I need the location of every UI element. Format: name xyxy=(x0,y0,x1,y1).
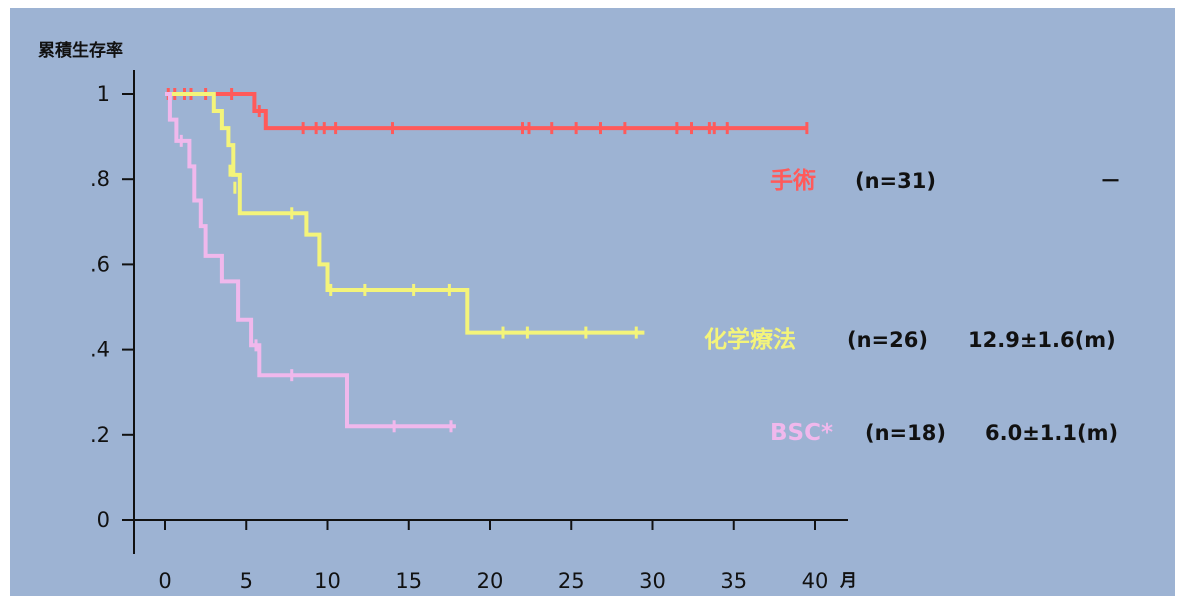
series-2 xyxy=(165,92,456,433)
x-tick-label: 40 xyxy=(802,569,829,593)
x-tick-label: 0 xyxy=(158,569,171,593)
legend-n-surgery: (n=31) xyxy=(855,169,936,193)
series-layer xyxy=(165,88,809,433)
ticks: 0 5 10 15 20 25 30 35 40 0 .2 .4 .6 .8 1 xyxy=(90,82,828,593)
chart-frame: 累積生存率 月 0 5 10 15 20 25 30 35 40 0 .2 .4 .6 .8 1 手術 (n… xyxy=(10,8,1175,596)
x-tick-label: 15 xyxy=(395,569,422,593)
survival-curve xyxy=(165,92,456,429)
legend-n-bsc: (n=18) xyxy=(865,421,946,445)
x-tick-label: 20 xyxy=(477,569,504,593)
legend-label-chemo: 化学療法 xyxy=(704,326,796,353)
y-tick-label: .6 xyxy=(90,252,110,276)
series-1 xyxy=(165,92,645,339)
legend-item-surgery: 手術 (n=31) － xyxy=(770,167,1121,194)
x-tick-label: 5 xyxy=(240,569,253,593)
y-tick-label: 1 xyxy=(97,82,110,106)
x-tick-label: 30 xyxy=(639,569,666,593)
y-tick-label: .8 xyxy=(90,167,110,191)
series-0 xyxy=(165,88,809,135)
legend-median-surgery: － xyxy=(1100,169,1121,193)
x-tick-label: 35 xyxy=(720,569,747,593)
legend: 手術 (n=31) － 化学療法 (n=26) 12.9±1.6(m) BSC*… xyxy=(704,167,1121,446)
legend-label-bsc: BSC* xyxy=(770,420,833,446)
legend-item-bsc: BSC* (n=18) 6.0±1.1(m) xyxy=(770,420,1118,446)
y-tick-label: .4 xyxy=(90,338,110,362)
legend-median-chemo: 12.9±1.6(m) xyxy=(968,328,1116,352)
legend-n-chemo: (n=26) xyxy=(847,328,928,352)
legend-item-chemo: 化学療法 (n=26) 12.9±1.6(m) xyxy=(704,326,1116,353)
survival-curve xyxy=(165,92,645,335)
x-tick-label: 25 xyxy=(558,569,585,593)
y-tick-label: .2 xyxy=(90,423,110,447)
axes xyxy=(133,70,848,554)
survival-chart: 累積生存率 月 0 5 10 15 20 25 30 35 40 0 .2 .4 .6 .8 1 手術 (n… xyxy=(38,40,1121,593)
legend-label-surgery: 手術 xyxy=(770,167,816,194)
y-axis-title: 累積生存率 xyxy=(38,40,123,61)
x-tick-label: 10 xyxy=(314,569,341,593)
legend-median-bsc: 6.0±1.1(m) xyxy=(985,421,1118,445)
y-tick-label: 0 xyxy=(97,508,110,532)
x-axis-title: 月 xyxy=(839,571,857,591)
